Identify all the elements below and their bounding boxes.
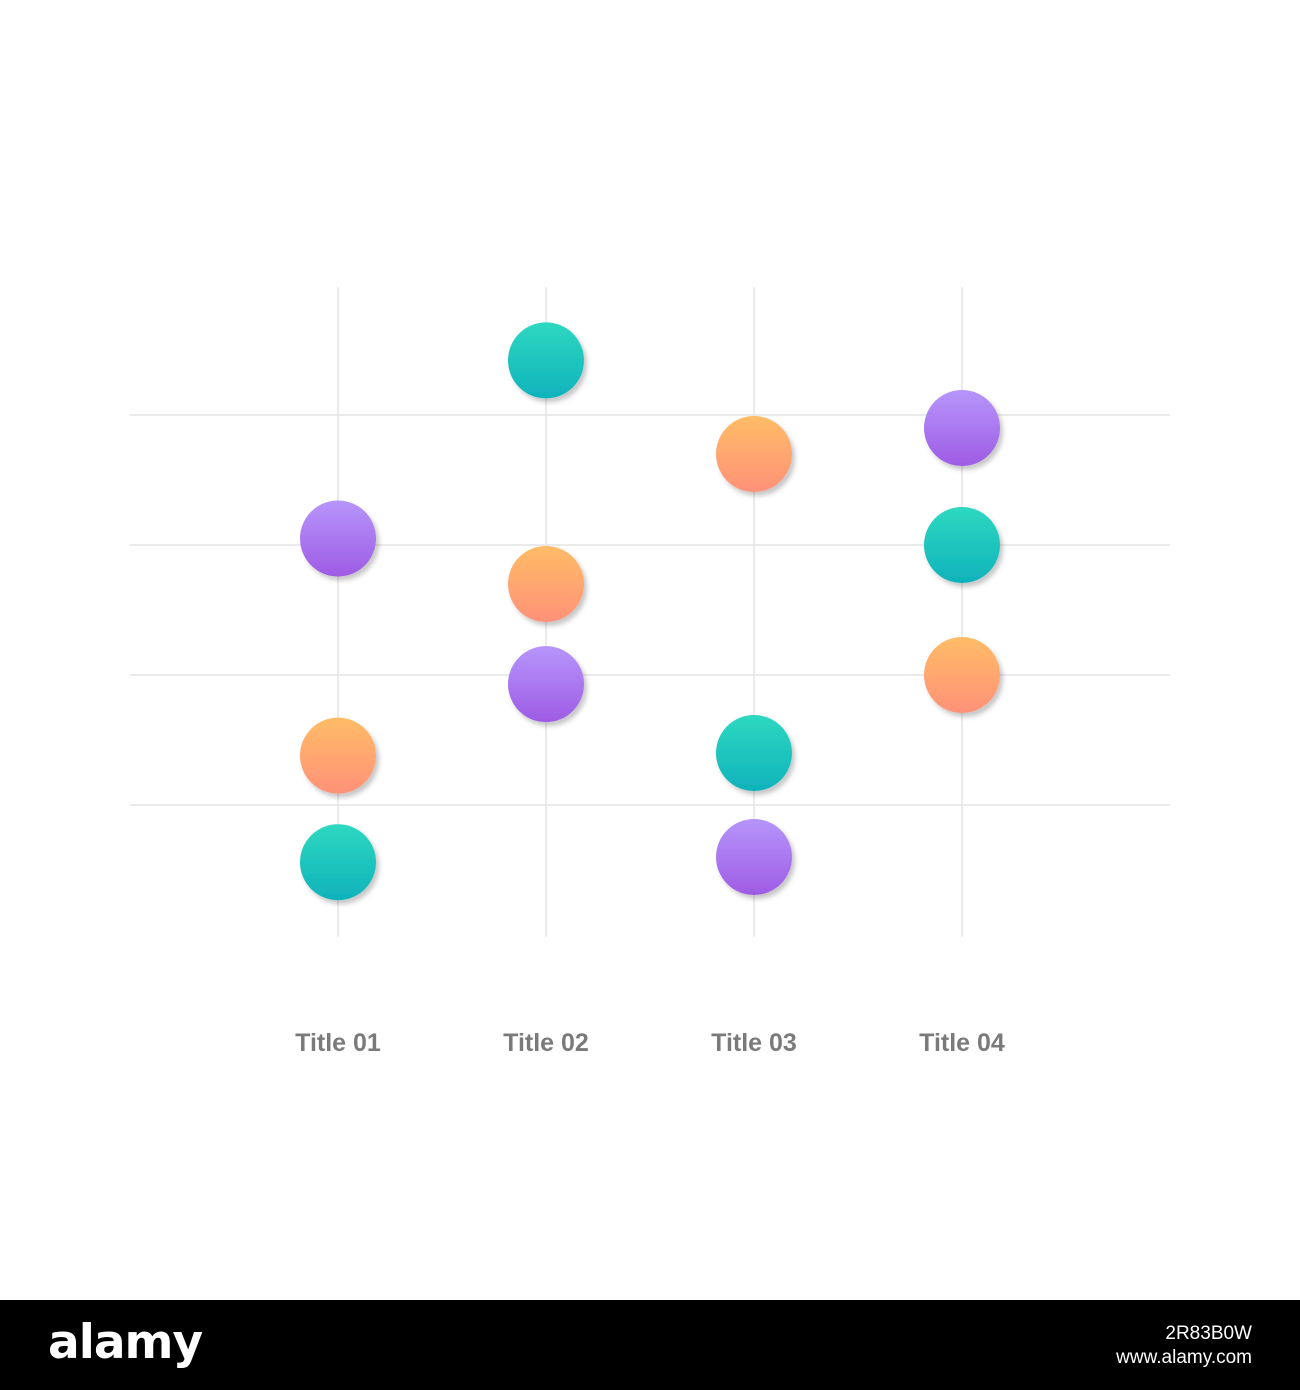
category-label: Title 04 [919, 1029, 1005, 1057]
category-label: Title 01 [295, 1029, 381, 1057]
data-point [716, 416, 792, 492]
data-point [924, 637, 1000, 713]
data-point [508, 322, 584, 399]
data-point [716, 715, 792, 791]
data-point [508, 646, 584, 723]
watermark-image-id: 2R83B0W [1165, 1323, 1252, 1344]
data-point [300, 717, 376, 794]
watermark-logo: alamy [48, 1315, 203, 1370]
dot-plot-chart: Title 01 Title 02 Title 03 Title 04 [130, 287, 1170, 1057]
chart-svg [130, 287, 1170, 937]
grid-layer [130, 287, 1170, 937]
category-label: Title 02 [503, 1029, 589, 1057]
watermark-footer [0, 1300, 1300, 1390]
category-label: Title 03 [711, 1029, 797, 1057]
watermark-url: www.alamy.com [1116, 1347, 1252, 1368]
data-point [924, 390, 1000, 466]
points-layer [300, 322, 1000, 901]
watermark-text: 2R83B0W www.alamy.com [1116, 1322, 1252, 1370]
data-point [300, 824, 376, 901]
data-point [924, 507, 1000, 583]
data-point [716, 819, 792, 895]
data-point [300, 500, 376, 577]
data-point [508, 546, 584, 622]
